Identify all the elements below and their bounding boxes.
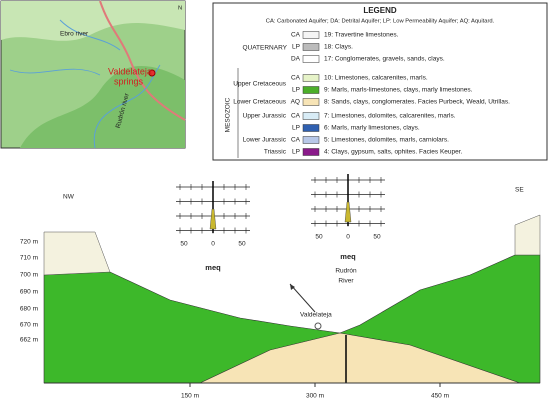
legend-code: LP bbox=[292, 125, 300, 132]
stiff-tick-label: 0 bbox=[211, 241, 215, 248]
stiff-tick-label: 0 bbox=[346, 234, 350, 241]
legend-code: LP bbox=[292, 87, 300, 94]
stiff-shape bbox=[344, 201, 352, 223]
legend-text: 19: Travertine limestones. bbox=[324, 32, 399, 39]
river-label: Ebro river bbox=[60, 31, 89, 38]
legend-text: 8: Sands, clays, conglomerates. Facies P… bbox=[324, 99, 510, 106]
period-label: Upper Jurassic bbox=[243, 113, 287, 120]
legend-code: LP bbox=[292, 44, 300, 51]
legend-box bbox=[212, 2, 548, 161]
elevation-label: 710 m bbox=[20, 255, 38, 262]
legend-swatch bbox=[302, 148, 320, 156]
legend-swatch bbox=[302, 55, 320, 63]
legend-code: AQ bbox=[291, 99, 300, 106]
stiff-shape bbox=[209, 208, 217, 230]
legend-text: 17: Conglomerates, gravels, sands, clays… bbox=[324, 56, 445, 63]
legend-swatch bbox=[302, 136, 320, 144]
distance-label: 450 m bbox=[431, 393, 449, 400]
springs-label: Valdelateja bbox=[108, 66, 152, 76]
era-label: MESOZOIC bbox=[225, 97, 232, 132]
legend-swatch bbox=[302, 74, 320, 82]
elevation-label: 690 m bbox=[20, 289, 38, 296]
springs-label: springs bbox=[114, 76, 144, 86]
stiff-unit: meq bbox=[205, 263, 221, 272]
place-label: Valdelateja bbox=[300, 312, 332, 319]
stiff-tick-label: 50 bbox=[180, 241, 188, 248]
elevation-label: 700 m bbox=[20, 272, 38, 279]
elevation-label: 720 m bbox=[20, 239, 38, 246]
legend-swatch bbox=[302, 86, 320, 94]
legend-swatch bbox=[302, 124, 320, 132]
river-label: River bbox=[338, 278, 354, 285]
stiff-tick-label: 50 bbox=[373, 234, 381, 241]
legend-swatch bbox=[302, 43, 320, 51]
direction-label: SE bbox=[515, 187, 524, 194]
period-label: Lower Cretaceous bbox=[233, 99, 286, 106]
direction-label: NW bbox=[63, 194, 75, 201]
elevation-label: 662 m bbox=[20, 337, 38, 344]
map bbox=[0, 0, 186, 149]
distance-label: 150 m bbox=[181, 393, 199, 400]
period-label: Lower Jurassic bbox=[243, 137, 287, 144]
legend-title: LEGEND bbox=[363, 6, 397, 15]
legend-code: DA bbox=[291, 56, 301, 63]
stiff-tick-label: 50 bbox=[238, 241, 246, 248]
legend-swatch bbox=[302, 98, 320, 106]
legend-code: CA bbox=[291, 113, 301, 120]
legend-code: CA bbox=[291, 75, 301, 82]
legend-text: 4: Clays, gypsum, salts, ophites. Facies… bbox=[324, 149, 463, 156]
legend-text: 7: Limestones, dolomites, calcarenites, … bbox=[324, 113, 456, 120]
elevation-label: 670 m bbox=[20, 322, 38, 329]
legend-code: CA bbox=[291, 137, 301, 144]
stiff-tick-label: 50 bbox=[315, 234, 323, 241]
stiff-unit: meq bbox=[340, 252, 356, 261]
legend-text: 5: Limestones, dolomites, marls, carniol… bbox=[324, 137, 449, 144]
elevation-label: 680 m bbox=[20, 306, 38, 313]
era-label: QUATERNARY bbox=[242, 45, 287, 52]
legend-text: 6: Marls, marly limestones, clays. bbox=[324, 125, 420, 132]
period-label: Triassic bbox=[264, 149, 287, 156]
legend-text: 10: Limestones, calcarenites, marls. bbox=[324, 75, 428, 82]
legend-swatch bbox=[302, 112, 320, 120]
legend-text: 18: Clays. bbox=[324, 44, 353, 51]
river-label: Rudrón bbox=[335, 268, 357, 275]
legend-swatch bbox=[302, 31, 320, 39]
north-label: N bbox=[178, 6, 182, 12]
cross-section bbox=[43, 214, 541, 387]
period-label: Upper Cretaceous bbox=[233, 81, 286, 88]
legend-code: LP bbox=[292, 149, 300, 156]
legend-text: 9: Marls, marls-limestones, clays, marly… bbox=[324, 87, 473, 94]
legend-subtitle: CA: Carbonated Aquifer; DA: Detrital Aqu… bbox=[266, 19, 495, 25]
legend-code: CA bbox=[291, 32, 301, 39]
distance-label: 300 m bbox=[306, 393, 324, 400]
